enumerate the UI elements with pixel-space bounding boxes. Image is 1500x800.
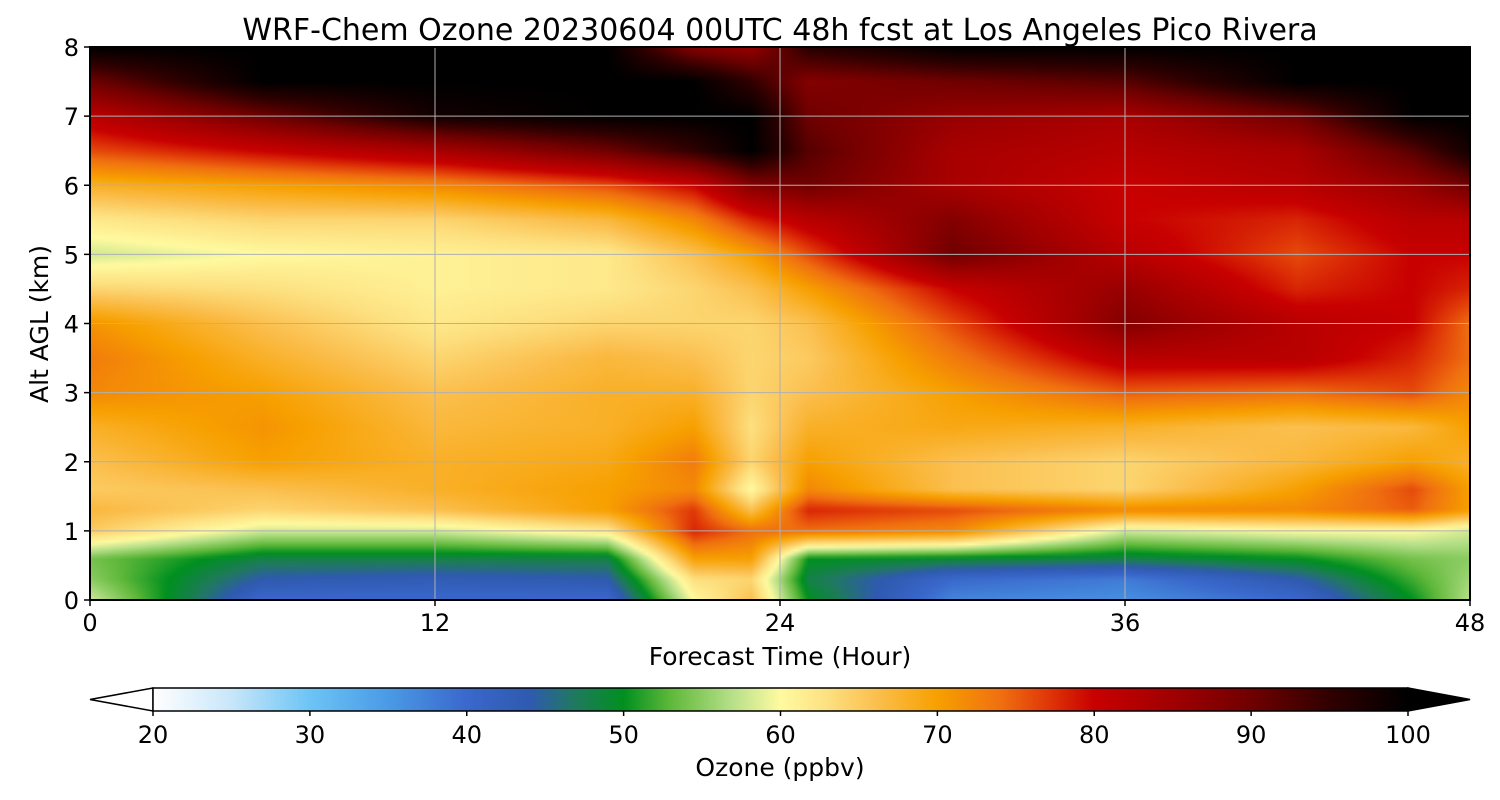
y-tick-label: 7 [64, 103, 79, 131]
colorbar-tick-label: 60 [765, 721, 796, 749]
colorbar-tick-label: 20 [138, 721, 169, 749]
colorbar-tick-label: 70 [922, 721, 953, 749]
colorbar-low-extension [89, 687, 154, 712]
y-tick-label: 1 [64, 518, 79, 546]
colorbar-tick-label: 80 [1079, 721, 1110, 749]
colorbar-tick-label: 30 [295, 721, 326, 749]
chart-title: WRF-Chem Ozone 20230604 00UTC 48h fcst a… [242, 13, 1317, 48]
x-tick-label: 24 [765, 609, 796, 637]
colorbar-tick-label: 50 [608, 721, 639, 749]
y-tick-label: 8 [64, 34, 79, 62]
colorbar-tick-label: 100 [1385, 721, 1431, 749]
colorbar-ticks: 20 30 40 50 60 70 80 90 100 [138, 711, 1431, 749]
colorbar-tick-label: 40 [451, 721, 482, 749]
x-tick-label: 36 [1110, 609, 1141, 637]
x-axis-label: Forecast Time (Hour) [649, 642, 912, 671]
colorbar-label: Ozone (ppbv) [695, 753, 864, 782]
colorbar-tick-label: 90 [1236, 721, 1267, 749]
y-tick-label: 4 [64, 311, 79, 339]
colorbar: 20 30 40 50 60 70 80 90 100 [89, 687, 1471, 749]
y-axis-label: Alt AGL (km) [25, 245, 54, 403]
y-tick-label: 2 [64, 449, 79, 477]
y-tick-label: 5 [64, 241, 79, 269]
x-tick-label: 48 [1455, 609, 1486, 637]
x-axis-ticks: 0 12 24 36 48 [82, 600, 1485, 637]
y-axis-ticks: 0 1 2 3 4 5 6 7 8 [64, 34, 90, 615]
x-tick-label: 0 [82, 609, 97, 637]
y-tick-label: 0 [64, 587, 79, 615]
colorbar-body [152, 687, 1409, 712]
y-tick-label: 6 [64, 172, 79, 200]
colorbar-high-extension [1407, 687, 1471, 712]
x-tick-label: 12 [420, 609, 451, 637]
y-tick-label: 3 [64, 380, 79, 408]
